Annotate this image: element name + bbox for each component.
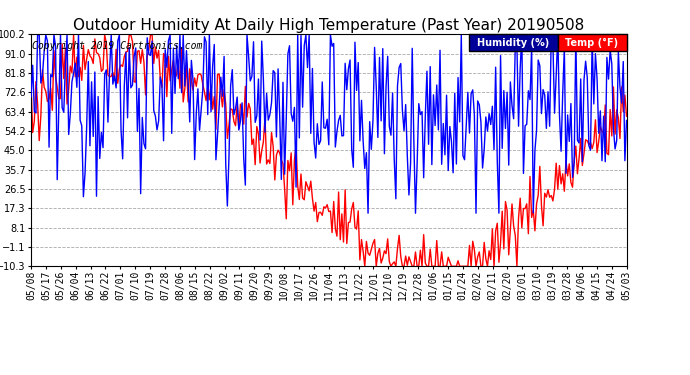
FancyBboxPatch shape bbox=[469, 34, 558, 51]
Title: Outdoor Humidity At Daily High Temperature (Past Year) 20190508: Outdoor Humidity At Daily High Temperatu… bbox=[73, 18, 584, 33]
FancyBboxPatch shape bbox=[558, 34, 627, 51]
Text: Temp (°F): Temp (°F) bbox=[565, 38, 618, 48]
Text: Copyright 2019 Cartronics.com: Copyright 2019 Cartronics.com bbox=[32, 42, 203, 51]
Text: Humidity (%): Humidity (%) bbox=[477, 38, 549, 48]
